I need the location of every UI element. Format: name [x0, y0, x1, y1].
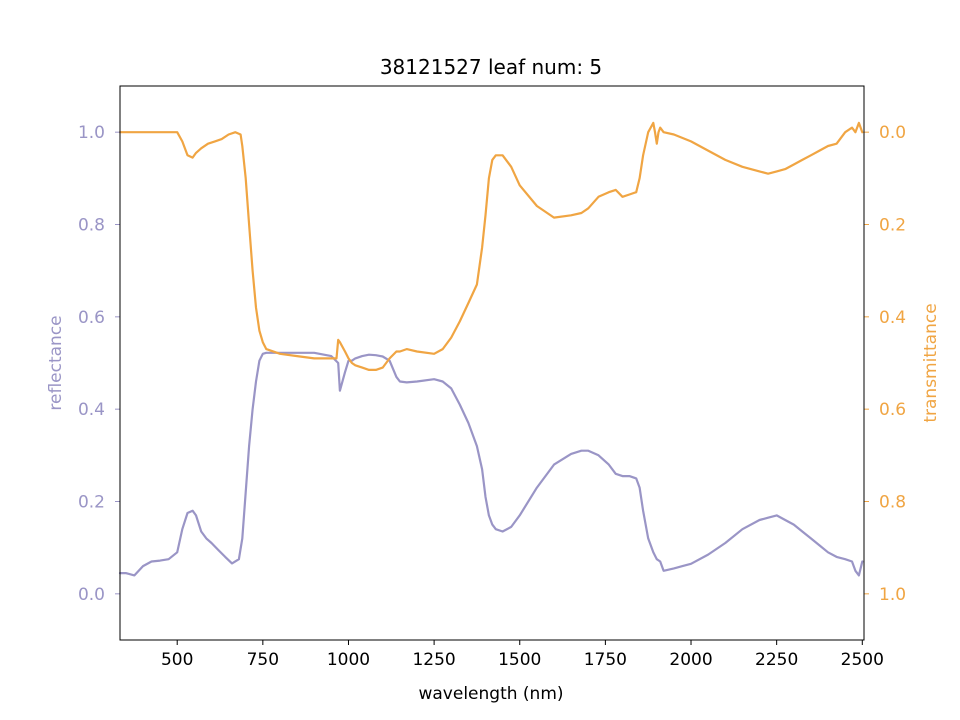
right-tick-label: 0.6	[879, 400, 906, 420]
chart-title: 38121527 leaf num: 5	[380, 55, 602, 79]
right-tick-label: 1.0	[879, 585, 906, 605]
transmittance-line	[118, 121, 864, 371]
x-axis-label: wavelength (nm)	[418, 684, 563, 704]
x-tick-label: 2250	[755, 650, 798, 670]
right-tick-label: 0.8	[879, 493, 906, 513]
right-tick-label: 0.0	[879, 123, 906, 143]
plot-frame	[119, 85, 865, 641]
right-tick-label: 0.2	[879, 216, 906, 236]
x-tick-label: 2000	[669, 650, 712, 670]
x-tick-label: 750	[247, 650, 279, 670]
reflectance-line	[118, 351, 864, 577]
right-axis-ticks: 0.0 0.2 0.4 0.6 0.8 1.0	[864, 123, 906, 605]
right-tick-label: 0.4	[879, 308, 906, 328]
series-layer	[118, 121, 864, 577]
left-axis-label: reflectance	[46, 315, 66, 410]
left-tick-label: 0.0	[78, 585, 105, 605]
x-tick-label: 1750	[584, 650, 627, 670]
left-tick-label: 0.6	[78, 308, 105, 328]
x-tick-label: 1250	[412, 650, 455, 670]
x-tick-label: 500	[161, 650, 193, 670]
left-tick-label: 1.0	[78, 123, 105, 143]
x-axis-ticks: 500 750 1000 1250 1500 1750 2000 2250 2500	[161, 640, 884, 670]
left-tick-label: 0.4	[78, 400, 105, 420]
x-tick-label: 1000	[327, 650, 370, 670]
left-tick-label: 0.8	[78, 216, 105, 236]
right-axis-label: transmittance	[921, 303, 941, 422]
left-tick-label: 0.2	[78, 493, 105, 513]
x-tick-label: 2500	[841, 650, 884, 670]
left-axis-ticks: 0.0 0.2 0.4 0.6 0.8 1.0	[78, 123, 120, 605]
x-tick-label: 1500	[498, 650, 541, 670]
